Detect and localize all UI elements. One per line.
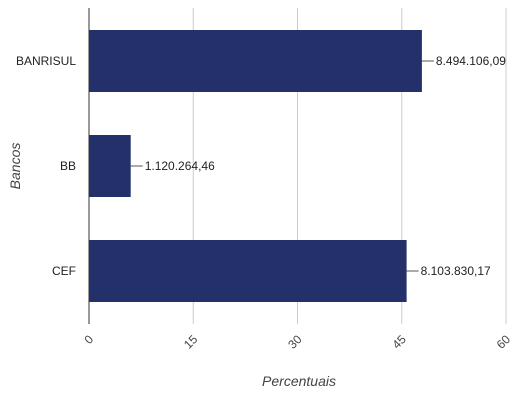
label-connectors [130, 60, 434, 272]
bar-banrisul [89, 30, 422, 92]
data-label-bb: 1.120.264,46 [145, 159, 215, 173]
x-tick-label-30: 30 [285, 332, 305, 352]
category-label-cef: CEF [52, 264, 76, 278]
y-axis-title: Bancos [7, 143, 23, 190]
x-tick-label-60: 60 [494, 332, 512, 352]
bars [89, 30, 422, 302]
x-axis-title: Percentuais [262, 373, 336, 389]
data-label-banrisul: 8.494.106,09 [436, 54, 506, 68]
bar-bb [89, 135, 131, 197]
x-tick-labels: 0 15 30 45 60 [81, 332, 512, 352]
category-labels: BANRISUL BB CEF [16, 54, 76, 278]
bar-cef [89, 240, 407, 302]
category-label-banrisul: BANRISUL [16, 54, 76, 68]
category-label-bb: BB [60, 159, 76, 173]
data-labels: 8.494.106,09 1.120.264,46 8.103.830,17 [145, 54, 507, 278]
data-label-cef: 8.103.830,17 [421, 264, 491, 278]
x-tick-label-45: 45 [390, 332, 410, 352]
x-tick-label-15: 15 [181, 332, 201, 352]
x-tick-label-0: 0 [81, 332, 96, 347]
